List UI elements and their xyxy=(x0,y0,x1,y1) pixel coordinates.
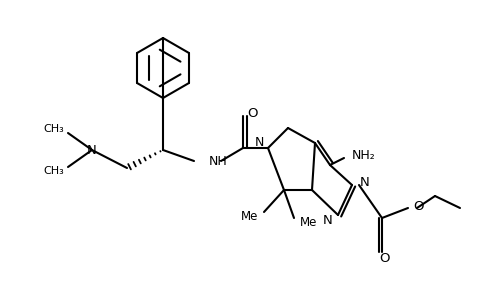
Text: NH: NH xyxy=(209,155,228,167)
Text: N: N xyxy=(87,144,97,156)
Text: O: O xyxy=(379,252,389,266)
Text: N: N xyxy=(323,214,333,226)
Text: Me: Me xyxy=(241,211,258,223)
Text: N: N xyxy=(360,176,370,188)
Text: Me: Me xyxy=(300,217,317,230)
Text: O: O xyxy=(413,200,423,212)
Text: N: N xyxy=(254,136,264,148)
Text: NH₂: NH₂ xyxy=(352,148,376,162)
Text: CH₃: CH₃ xyxy=(43,124,64,134)
Text: CH₃: CH₃ xyxy=(43,166,64,176)
Text: O: O xyxy=(247,106,257,120)
